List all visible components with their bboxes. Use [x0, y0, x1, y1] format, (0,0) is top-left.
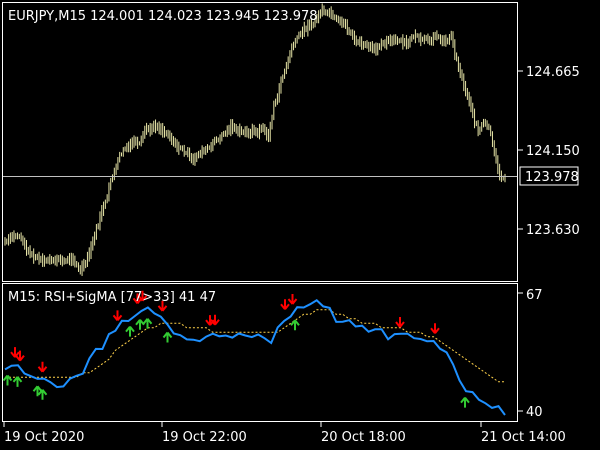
up-arrow-icon — [290, 319, 300, 331]
down-arrow-icon — [430, 323, 440, 334]
down-arrow-icon — [10, 347, 20, 358]
down-arrow-icon — [395, 316, 405, 328]
up-arrow-icon — [142, 318, 153, 329]
signal-arrows — [2, 290, 470, 408]
indicator-scale[interactable]: 67 40 — [518, 288, 543, 420]
down-arrow-icon — [280, 299, 290, 310]
time-label-2: 19 Oct 22:00 — [162, 430, 247, 445]
price-scale[interactable]: 124.665 124.150 123.630 123.978 — [518, 65, 580, 238]
indicator-tick-label-1: 67 — [526, 288, 543, 303]
up-arrow-icon — [37, 389, 48, 400]
indicator-panel-frame — [2, 283, 518, 422]
price-tick-label-1: 124.665 — [526, 65, 580, 80]
down-arrow-icon — [157, 300, 168, 312]
current-price-label-box — [519, 166, 579, 186]
sigma-ma-line — [5, 309, 505, 383]
time-label-1: 19 Oct 2020 — [4, 430, 84, 445]
down-arrow-icon — [210, 314, 220, 326]
up-arrow-icon — [162, 331, 173, 343]
current-price-label: 123.978 — [525, 170, 579, 185]
price-panel-frame — [2, 2, 518, 282]
up-arrow-icon — [135, 319, 145, 330]
time-axis[interactable]: 19 Oct 2020 19 Oct 22:00 20 Oct 18:00 21… — [3, 422, 566, 445]
down-arrow-icon — [37, 361, 48, 373]
up-arrow-icon — [460, 396, 470, 408]
time-label-3: 20 Oct 18:00 — [321, 430, 406, 445]
up-arrow-icon — [12, 376, 23, 387]
up-arrow-icon — [125, 326, 135, 337]
price-tick-label-2: 124.150 — [526, 144, 580, 159]
down-arrow-icon — [137, 290, 148, 302]
price-bars — [4, 3, 506, 276]
indicator-tick-label-2: 40 — [526, 405, 543, 420]
price-tick-label-3: 123.630 — [526, 223, 580, 238]
up-arrow-icon — [2, 374, 13, 386]
price-panel-header: EURJPY,M15 124.001 124.023 123.945 123.9… — [8, 9, 318, 24]
down-arrow-icon — [205, 315, 215, 326]
down-arrow-icon — [112, 310, 123, 321]
down-arrow-icon — [287, 294, 298, 305]
rsi-line — [4, 299, 506, 416]
indicator-panel-header: M15: RSI+SigMA [77>33] 41 47 — [8, 290, 216, 305]
time-label-4: 21 Oct 14:00 — [481, 430, 566, 445]
down-arrow-icon — [15, 350, 25, 362]
